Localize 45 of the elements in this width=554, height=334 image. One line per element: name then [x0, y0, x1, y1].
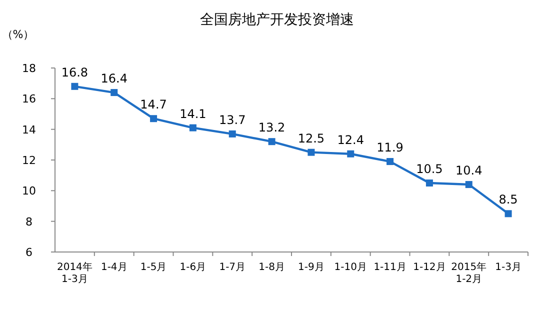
point — [228, 130, 236, 138]
y-tick-label: 16 — [22, 92, 36, 106]
point — [150, 115, 158, 122]
x-tick-label: 2015年 1-2月 — [451, 261, 487, 285]
point — [426, 180, 433, 186]
x-tick-label: 1-8月 — [258, 262, 285, 273]
data-label: 14.7 — [140, 98, 167, 112]
data-label: 16.8 — [61, 65, 88, 80]
data-label: 11.9 — [376, 140, 404, 155]
y-axis-title: （%） — [2, 28, 34, 41]
point — [308, 148, 315, 156]
y-tick-label: 10 — [22, 184, 36, 198]
point — [347, 150, 354, 158]
y-tick-label: 18 — [22, 62, 36, 75]
x-tick-label: 1-11月 — [374, 262, 406, 273]
x-tick-label: 1-4月 — [100, 262, 128, 273]
data-label: 12.4 — [337, 132, 364, 147]
x-tick-label: 1-3月 — [495, 262, 522, 273]
y-tick-label: 12 — [22, 154, 36, 167]
data-label: 8.5 — [498, 192, 518, 207]
data-label: 14.1 — [180, 106, 206, 121]
point — [189, 124, 196, 132]
point — [465, 181, 472, 188]
data-label: 13.2 — [258, 120, 286, 135]
x-tick-label: 1-9月 — [298, 262, 324, 273]
x-tick-label: 1-12月 — [413, 262, 446, 273]
data-label: 13.7 — [219, 112, 246, 127]
point — [71, 82, 78, 90]
x-tick-label: 1-6月 — [180, 262, 206, 273]
chart-title: 全国房地产开发投资增速 — [200, 12, 354, 28]
point — [386, 158, 394, 166]
data-label: 16.4 — [100, 72, 128, 86]
data-label: 12.5 — [298, 131, 325, 146]
point — [268, 138, 276, 146]
data-label: 10.4 — [456, 164, 482, 178]
y-tick-label: 14 — [22, 123, 36, 136]
x-tick-label: 1-10月 — [334, 262, 367, 273]
point — [504, 210, 512, 218]
x-tick-label: 1-7月 — [219, 262, 246, 273]
y-tick-label: 8 — [26, 215, 32, 228]
y-tick-label: 6 — [26, 246, 32, 259]
x-tick-label: 2014年 1-3月 — [56, 261, 92, 285]
point — [110, 89, 118, 96]
data-label: 10.5 — [416, 162, 443, 176]
x-tick-label: 1-5月 — [140, 262, 167, 273]
